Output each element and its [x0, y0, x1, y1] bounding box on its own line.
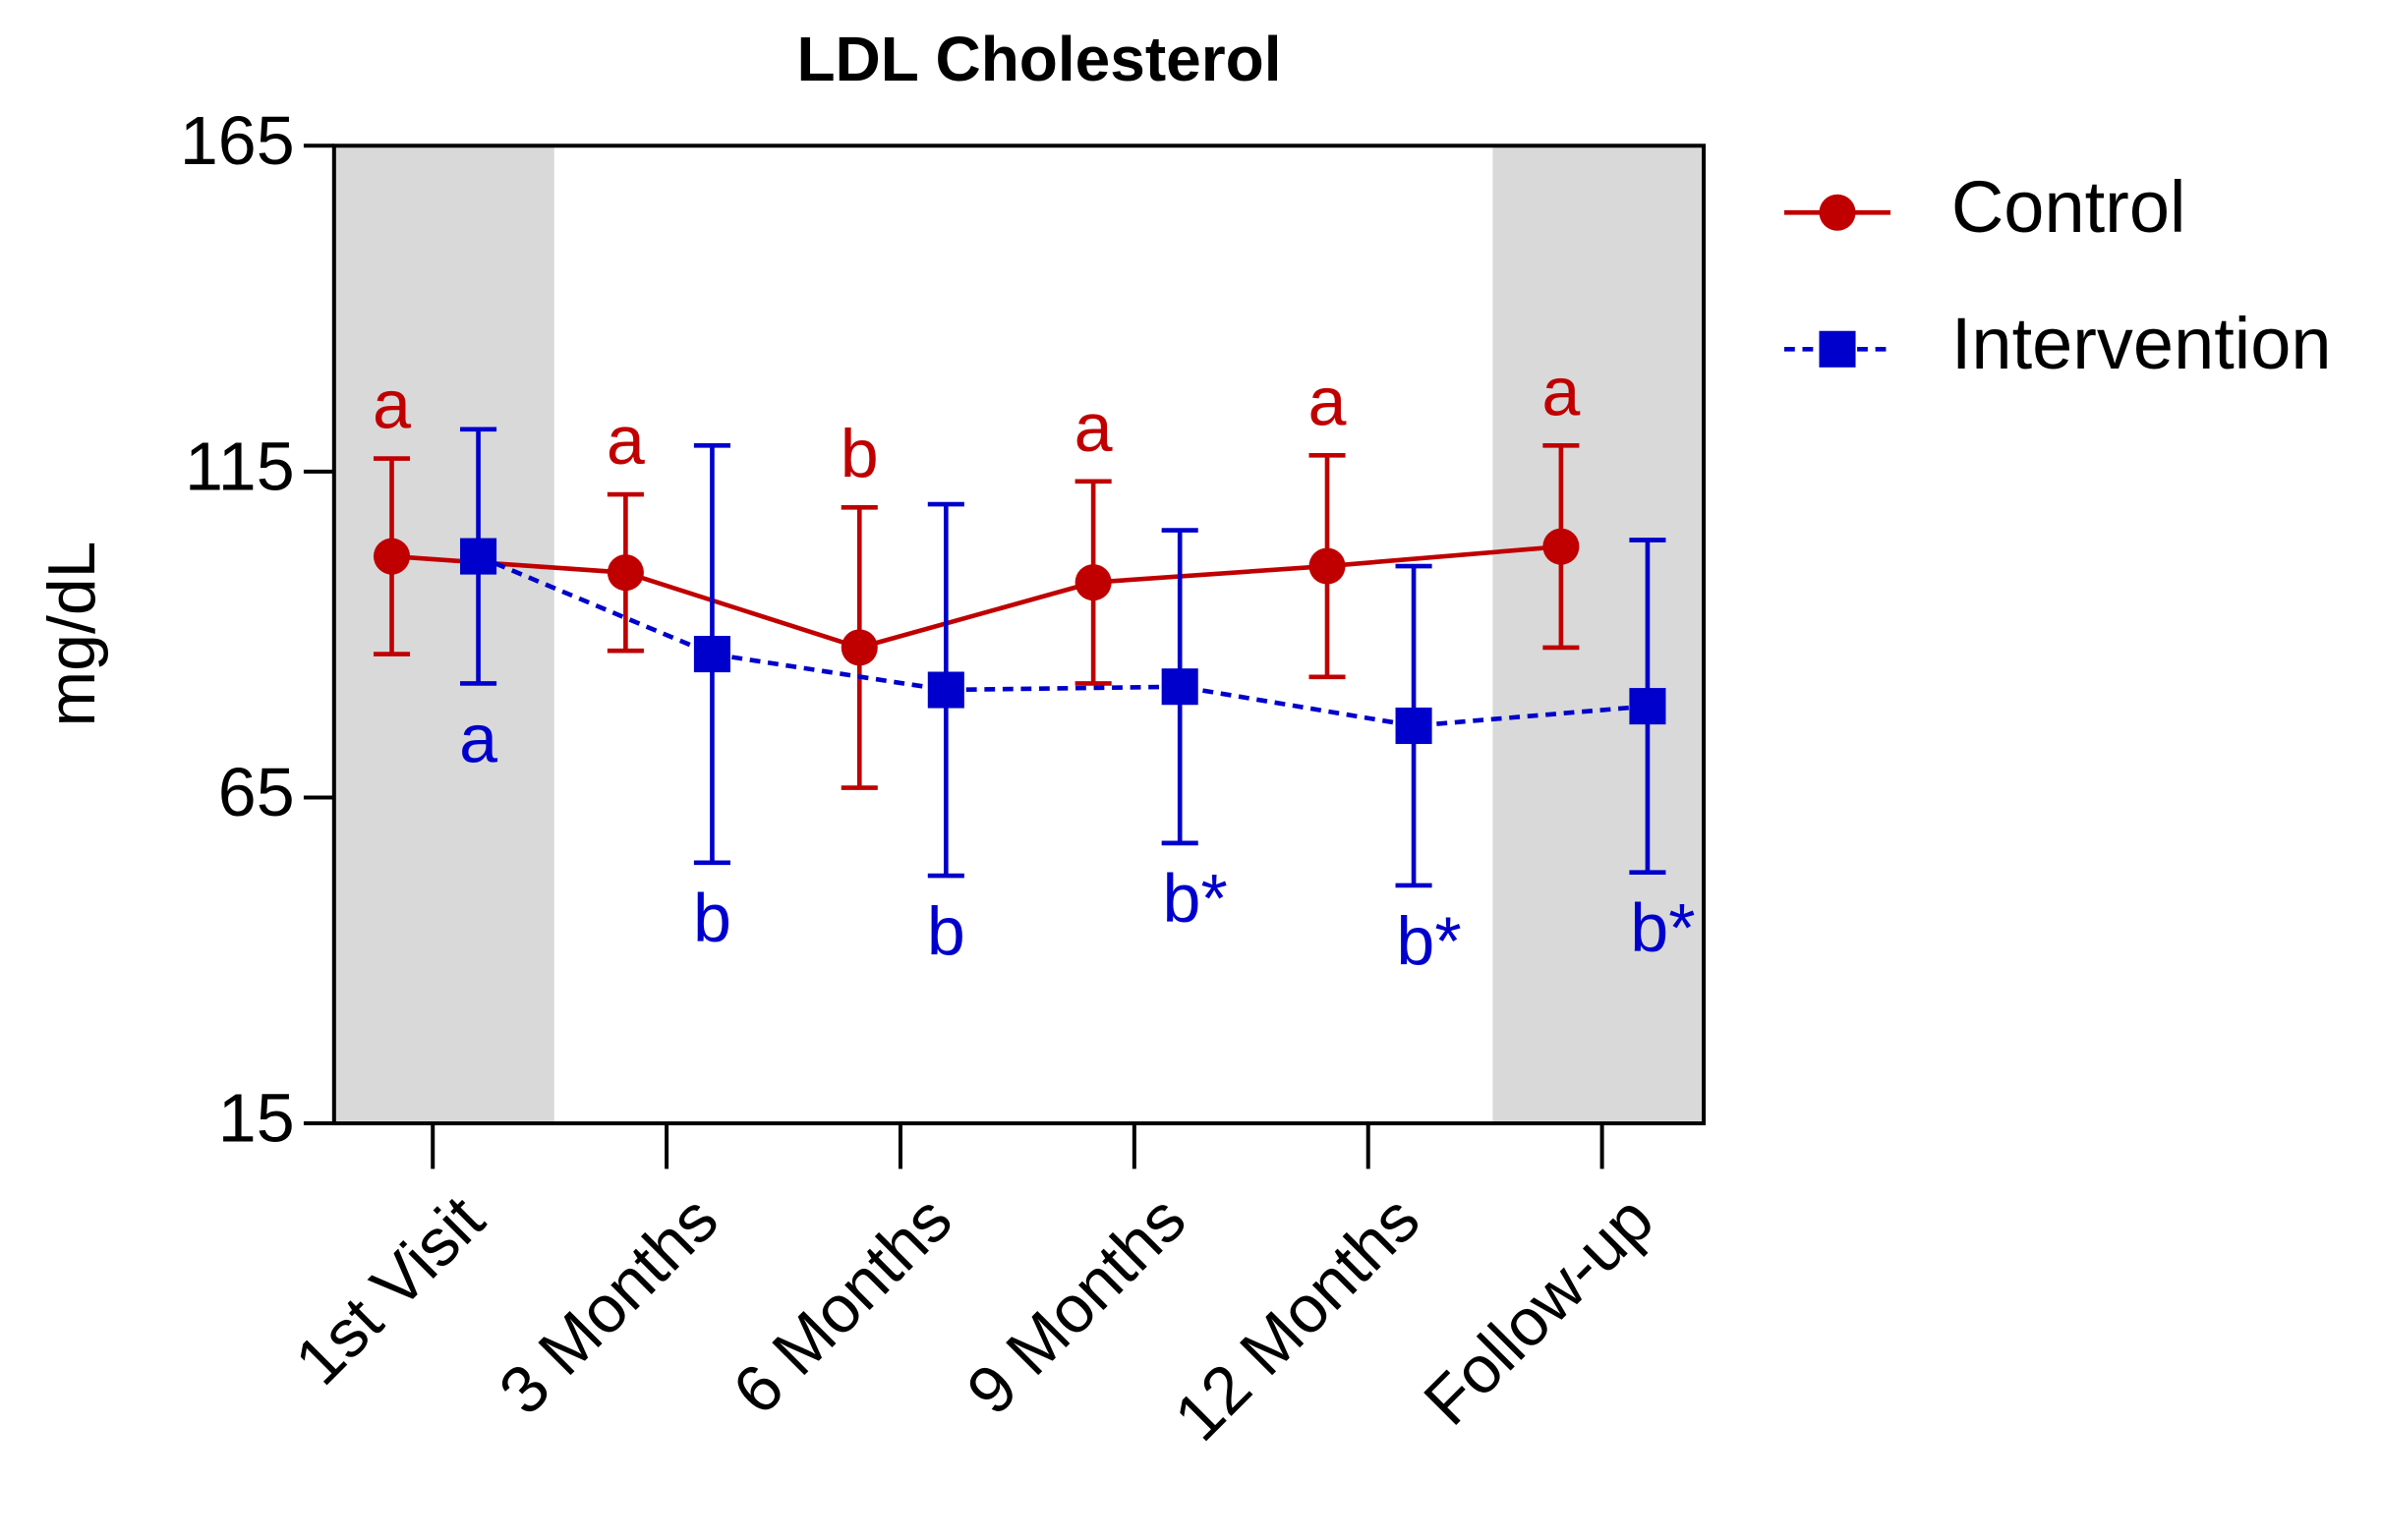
marker: [1395, 707, 1432, 745]
legend-label: Intervention: [1951, 303, 2332, 384]
marker: [1629, 688, 1666, 725]
significance-label: b*: [1163, 860, 1228, 937]
marker: [1161, 668, 1198, 706]
y-tick-label: 165: [180, 102, 295, 179]
marker: [927, 671, 964, 709]
chart-title: LDL Cholesterol: [796, 24, 1281, 94]
legend-label: Control: [1951, 166, 2186, 248]
marker: [1308, 547, 1346, 585]
y-tick-label: 65: [218, 754, 295, 830]
legend-marker: [1819, 330, 1856, 368]
y-tick-label: 115: [185, 428, 295, 504]
marker: [1542, 528, 1580, 565]
marker: [460, 538, 497, 575]
significance-label: a: [1541, 353, 1580, 429]
y-tick-label: 15: [218, 1080, 295, 1157]
x-tick-label: 3 Months: [485, 1181, 732, 1429]
significance-label: a: [373, 367, 411, 443]
marker: [841, 629, 878, 666]
y-axis-label: mg/dL: [34, 542, 109, 727]
shaded-region: [1492, 145, 1705, 1124]
significance-label: b: [841, 415, 879, 491]
significance-label: a: [1074, 389, 1113, 466]
plot-frame: [331, 143, 1707, 1126]
x-tick-label: 9 Months: [953, 1181, 1200, 1429]
x-tick-label: 1st Visit: [281, 1181, 498, 1398]
significance-label: b*: [1396, 902, 1461, 979]
significance-label: b: [693, 880, 731, 956]
significance-label: a: [607, 402, 645, 479]
x-tick-label: 12 Months: [1160, 1181, 1433, 1454]
series-line: [391, 543, 1562, 651]
significance-label: b*: [1630, 889, 1695, 966]
shaded-region: [333, 145, 554, 1124]
marker: [693, 636, 730, 673]
x-tick-label: Follow-up: [1410, 1181, 1667, 1439]
significance-label: a: [459, 701, 497, 777]
marker: [1074, 564, 1112, 601]
marker: [373, 538, 411, 575]
series-line: [477, 553, 1649, 728]
x-tick-label: 6 Months: [719, 1181, 966, 1429]
significance-label: a: [1308, 363, 1347, 439]
legend-marker: [1819, 194, 1856, 231]
significance-label: b: [927, 892, 965, 969]
marker: [607, 554, 644, 592]
